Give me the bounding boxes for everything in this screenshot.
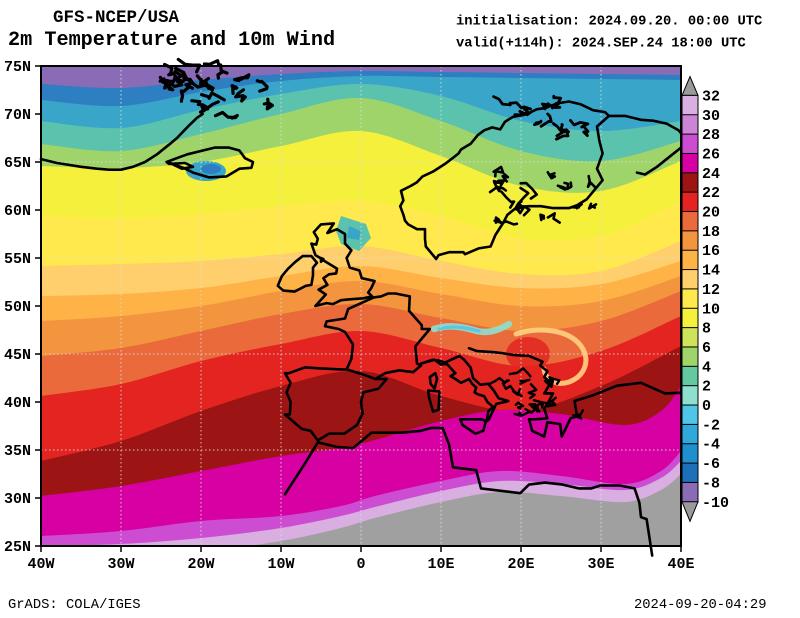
svg-text:30W: 30W: [107, 556, 134, 573]
svg-text:30E: 30E: [587, 556, 614, 573]
svg-text:GrADS: COLA/IGES: GrADS: COLA/IGES: [8, 597, 140, 613]
svg-text:20E: 20E: [507, 556, 534, 573]
svg-text:6: 6: [702, 340, 711, 357]
svg-text:20: 20: [702, 205, 720, 222]
svg-text:50N: 50N: [4, 299, 31, 316]
svg-text:2: 2: [702, 379, 711, 396]
svg-text:25N: 25N: [4, 539, 31, 556]
svg-text:4: 4: [702, 359, 711, 376]
svg-text:18: 18: [702, 224, 720, 241]
svg-text:0: 0: [702, 398, 711, 415]
svg-text:8: 8: [702, 321, 711, 338]
svg-text:GFS-NCEP/USA: GFS-NCEP/USA: [53, 8, 180, 28]
svg-text:-10: -10: [702, 495, 729, 512]
svg-text:24: 24: [702, 166, 720, 183]
svg-text:26: 26: [702, 146, 720, 163]
svg-text:35N: 35N: [4, 443, 31, 460]
svg-text:valid(+114h): 2024.SEP.24 18:0: valid(+114h): 2024.SEP.24 18:00 UTC: [456, 36, 746, 52]
svg-text:14: 14: [702, 263, 720, 280]
svg-text:-2: -2: [702, 417, 720, 434]
svg-text:0: 0: [356, 556, 365, 573]
svg-text:60N: 60N: [4, 203, 31, 220]
svg-text:10: 10: [702, 301, 720, 318]
svg-text:-6: -6: [702, 456, 720, 473]
svg-text:30N: 30N: [4, 491, 31, 508]
svg-text:20W: 20W: [187, 556, 214, 573]
svg-text:16: 16: [702, 243, 720, 260]
svg-text:45N: 45N: [4, 347, 31, 364]
svg-text:12: 12: [702, 282, 720, 299]
svg-text:70N: 70N: [4, 107, 31, 124]
svg-text:32: 32: [702, 88, 720, 105]
svg-text:28: 28: [702, 127, 720, 144]
svg-text:22: 22: [702, 185, 720, 202]
svg-text:40W: 40W: [27, 556, 54, 573]
svg-text:75N: 75N: [4, 59, 31, 76]
svg-text:40E: 40E: [667, 556, 694, 573]
svg-text:2024-09-20-04:29: 2024-09-20-04:29: [634, 598, 766, 613]
svg-text:-4: -4: [702, 437, 720, 454]
svg-text:2m Temperature and 10m Wind: 2m Temperature and 10m Wind: [8, 29, 335, 52]
svg-text:40N: 40N: [4, 395, 31, 412]
svg-text:-8: -8: [702, 475, 720, 492]
svg-text:10E: 10E: [427, 556, 454, 573]
svg-text:55N: 55N: [4, 251, 31, 268]
svg-text:initialisation: 2024.09.20. 0: initialisation: 2024.09.20. 00:00 UTC: [456, 14, 762, 30]
svg-text:30: 30: [702, 108, 720, 125]
svg-text:10W: 10W: [267, 556, 294, 573]
svg-text:65N: 65N: [4, 155, 31, 172]
